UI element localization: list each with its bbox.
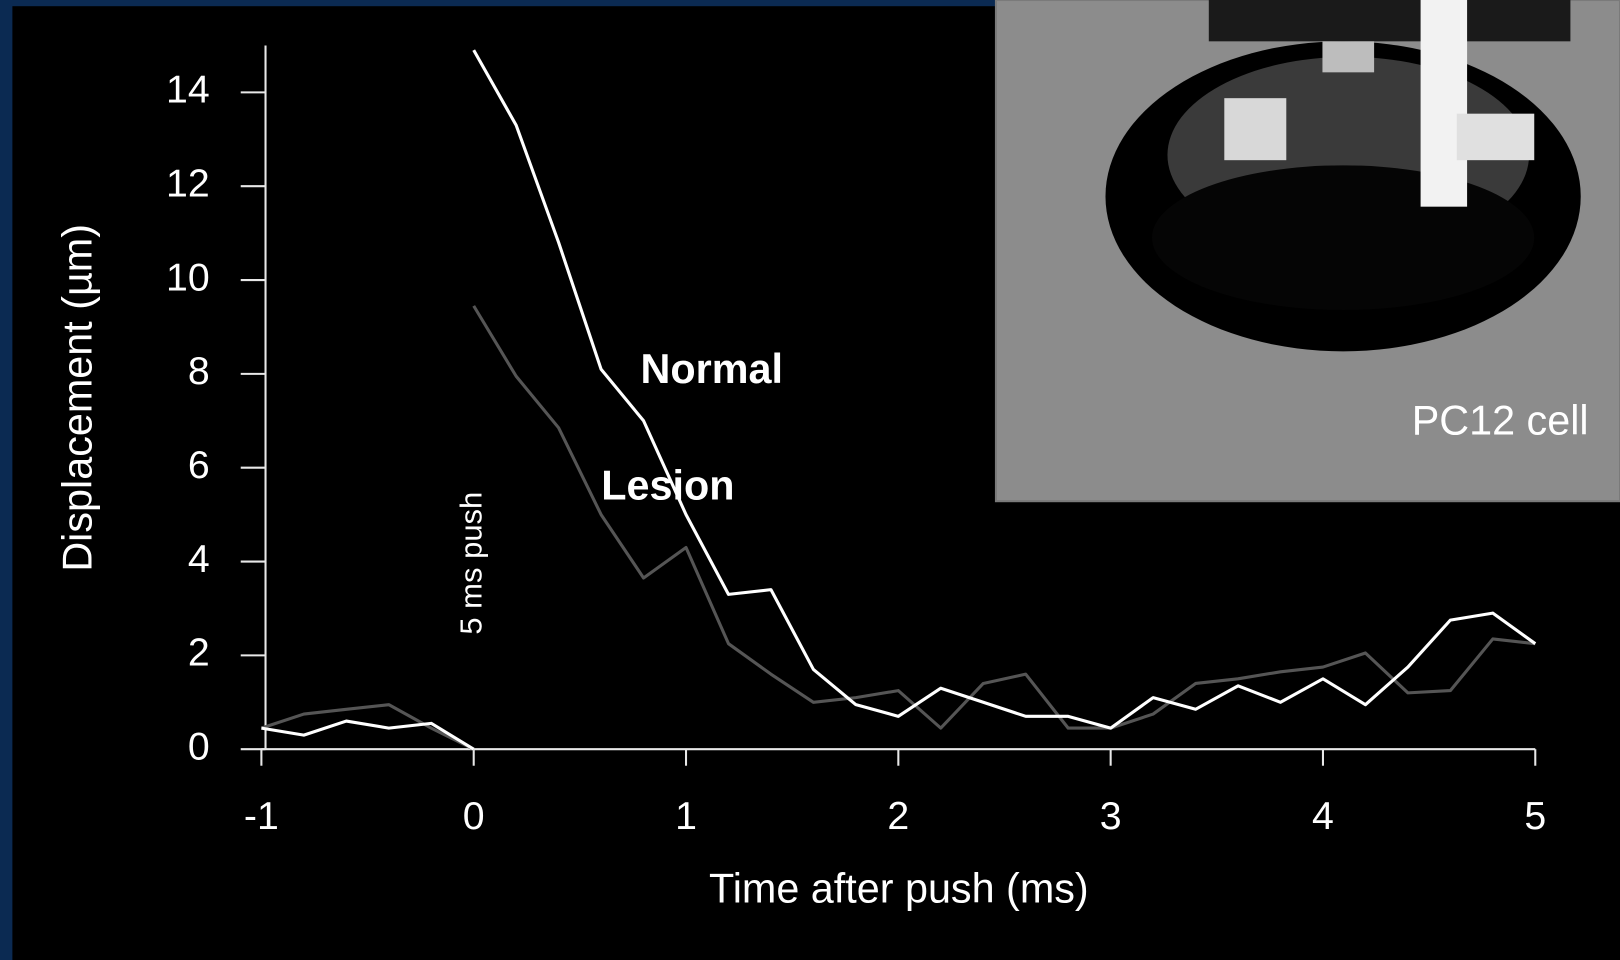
y-tick-label: 14 bbox=[166, 68, 210, 112]
chart: PC12 cell 02468101214-1012345NormalLesio… bbox=[0, 0, 1620, 960]
x-tick-label: 2 bbox=[887, 794, 909, 838]
series-label: Lesion bbox=[601, 463, 734, 509]
y-axis-title: Displacement (µm) bbox=[55, 224, 101, 572]
image-caption: PC12 cell bbox=[1412, 398, 1589, 444]
y-tick-label: 8 bbox=[188, 349, 210, 393]
y-tick-label: 12 bbox=[166, 162, 210, 206]
push-annotation: 5 ms push bbox=[453, 492, 488, 635]
x-tick-label: 1 bbox=[675, 794, 697, 838]
page: PC12 cell 02468101214-1012345NormalLesio… bbox=[0, 0, 1620, 960]
y-tick-label: 2 bbox=[188, 631, 210, 675]
series-label: Normal bbox=[641, 346, 783, 392]
y-tick-label: 0 bbox=[188, 725, 210, 769]
y-tick-label: 10 bbox=[166, 255, 210, 299]
x-tick-label: 0 bbox=[463, 794, 485, 838]
x-tick-label: 5 bbox=[1524, 794, 1546, 838]
x-tick-label: 4 bbox=[1312, 794, 1334, 838]
x-axis-title: Time after push (ms) bbox=[709, 866, 1089, 912]
x-tick-label: 3 bbox=[1100, 794, 1122, 838]
x-tick-label: -1 bbox=[244, 794, 279, 838]
y-tick-label: 4 bbox=[188, 537, 210, 581]
y-tick-label: 6 bbox=[188, 443, 210, 487]
